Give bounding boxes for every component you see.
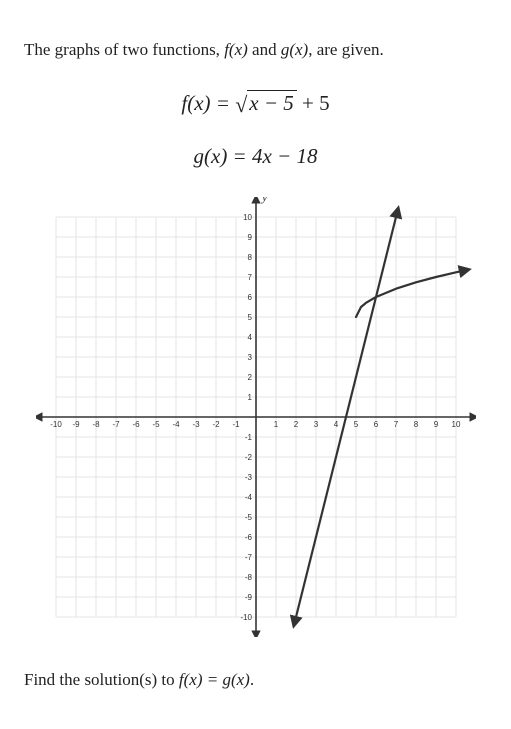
svg-text:-9: -9 — [244, 593, 252, 602]
chart-container: -10 -10 -9 -9 -8 -8 -7 -7 -6 -6 -5 -5 -4 -4 -3 -3 -2 -2 -1… — [24, 197, 487, 637]
svg-text:-5: -5 — [244, 513, 252, 522]
sqrt-icon: √x − 5 — [235, 91, 297, 118]
intro-paragraph: The graphs of two functions, f(x) and g(… — [24, 37, 487, 63]
svg-text:-6: -6 — [132, 420, 140, 429]
svg-text:4: 4 — [247, 333, 252, 342]
equation-f: f(x) = √x − 5 + 5 — [24, 91, 487, 118]
intro-and: and — [248, 40, 281, 59]
svg-text:10: 10 — [451, 420, 460, 429]
svg-text:-10: -10 — [50, 420, 62, 429]
svg-text:-1: -1 — [244, 433, 252, 442]
intro-fx: f(x) — [224, 40, 248, 59]
prompt-fx: f(x) = g(x) — [179, 670, 250, 689]
svg-text:-3: -3 — [244, 473, 252, 482]
svg-text:6: 6 — [373, 420, 378, 429]
svg-text:-2: -2 — [212, 420, 220, 429]
svg-text:-7: -7 — [244, 553, 252, 562]
svg-text:1: 1 — [273, 420, 278, 429]
prompt-paragraph: Find the solution(s) to f(x) = g(x). — [24, 667, 487, 693]
svg-text:9: 9 — [247, 233, 252, 242]
svg-text:2: 2 — [247, 373, 252, 382]
svg-text:-4: -4 — [172, 420, 180, 429]
intro-text-pre: The graphs of two functions, — [24, 40, 224, 59]
prompt-pre: Find the solution(s) to — [24, 670, 179, 689]
prompt-post: . — [250, 670, 254, 689]
svg-text:-5: -5 — [152, 420, 160, 429]
svg-text:9: 9 — [433, 420, 438, 429]
svg-text:-7: -7 — [112, 420, 120, 429]
svg-text:7: 7 — [393, 420, 398, 429]
svg-text:10: 10 — [243, 213, 252, 222]
svg-text:5: 5 — [247, 313, 252, 322]
svg-text:-10: -10 — [240, 613, 252, 622]
svg-text:5: 5 — [353, 420, 358, 429]
eq-f-lhs: f(x) = — [181, 91, 235, 115]
coordinate-chart: -10 -10 -9 -9 -8 -8 -7 -7 -6 -6 -5 -5 -4 -4 -3 -3 -2 -2 -1… — [36, 197, 476, 637]
equations-block: f(x) = √x − 5 + 5 g(x) = 4x − 18 — [24, 91, 487, 169]
intro-gx: g(x) — [281, 40, 308, 59]
svg-text:6: 6 — [247, 293, 252, 302]
eq-g: g(x) = 4x − 18 — [194, 144, 318, 168]
svg-text:-4: -4 — [244, 493, 252, 502]
svg-text:2: 2 — [293, 420, 298, 429]
svg-text:-8: -8 — [244, 573, 252, 582]
svg-text:8: 8 — [413, 420, 418, 429]
svg-text:3: 3 — [247, 353, 252, 362]
svg-text:y: y — [261, 197, 268, 204]
svg-text:-6: -6 — [244, 533, 252, 542]
equation-g: g(x) = 4x − 18 — [24, 144, 487, 169]
svg-text:-3: -3 — [192, 420, 200, 429]
svg-text:-9: -9 — [72, 420, 80, 429]
svg-text:8: 8 — [247, 253, 252, 262]
svg-text:-1: -1 — [232, 420, 240, 429]
svg-text:3: 3 — [313, 420, 318, 429]
svg-text:7: 7 — [247, 273, 252, 282]
svg-text:-8: -8 — [92, 420, 100, 429]
svg-text:4: 4 — [333, 420, 338, 429]
eq-f-tail: + 5 — [297, 91, 330, 115]
svg-text:1: 1 — [247, 393, 252, 402]
svg-text:-2: -2 — [244, 453, 252, 462]
eq-f-sqrt-body: x − 5 — [247, 90, 297, 115]
intro-text-post: , are given. — [308, 40, 384, 59]
